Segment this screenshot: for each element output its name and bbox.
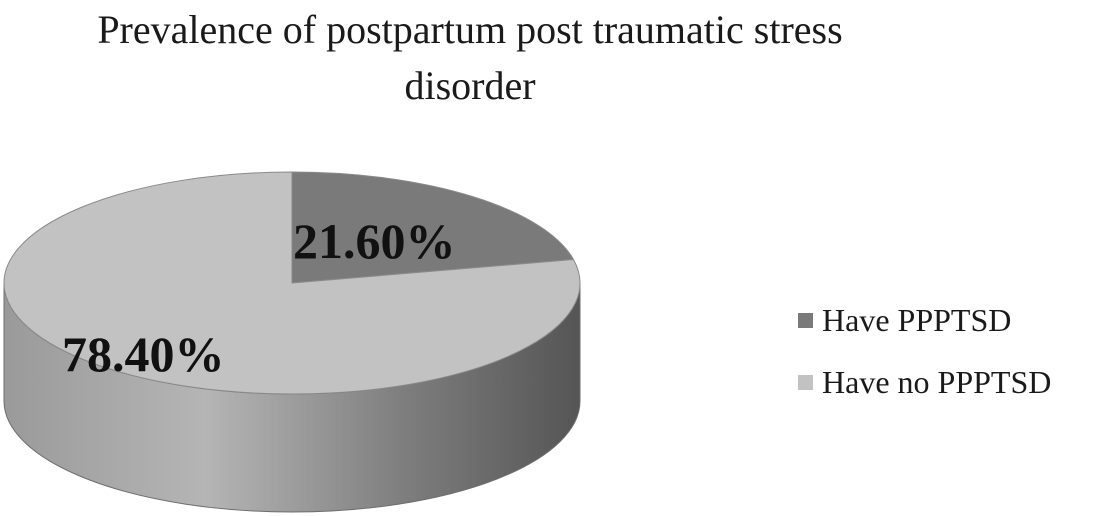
chart-title-line-1: Prevalence of postpartum post traumatic … (97, 7, 843, 52)
legend-label-have-ppptsd: Have PPPTSD (822, 301, 1012, 338)
slice-label-have-ppptsd: 21.60% (293, 213, 456, 269)
pie-slice-have-no-ppptsd (3, 171, 581, 395)
pie-slice-have-ppptsd (291, 171, 575, 284)
chart-title: Prevalence of postpartum post traumatic … (0, 2, 940, 114)
legend: Have PPPTSD Have no PPPTSD (798, 302, 1051, 426)
legend-label-have-no-ppptsd: Have no PPPTSD (822, 363, 1052, 400)
slice-label-have-no-ppptsd: 78.40% (62, 326, 225, 382)
legend-swatch-have-ppptsd (798, 312, 813, 328)
legend-swatch-have-no-ppptsd (798, 374, 813, 390)
legend-item-have-ppptsd: Have PPPTSD (798, 302, 1051, 338)
chart-title-line-2: disorder (404, 63, 536, 108)
legend-item-have-no-ppptsd: Have no PPPTSD (798, 364, 1051, 400)
